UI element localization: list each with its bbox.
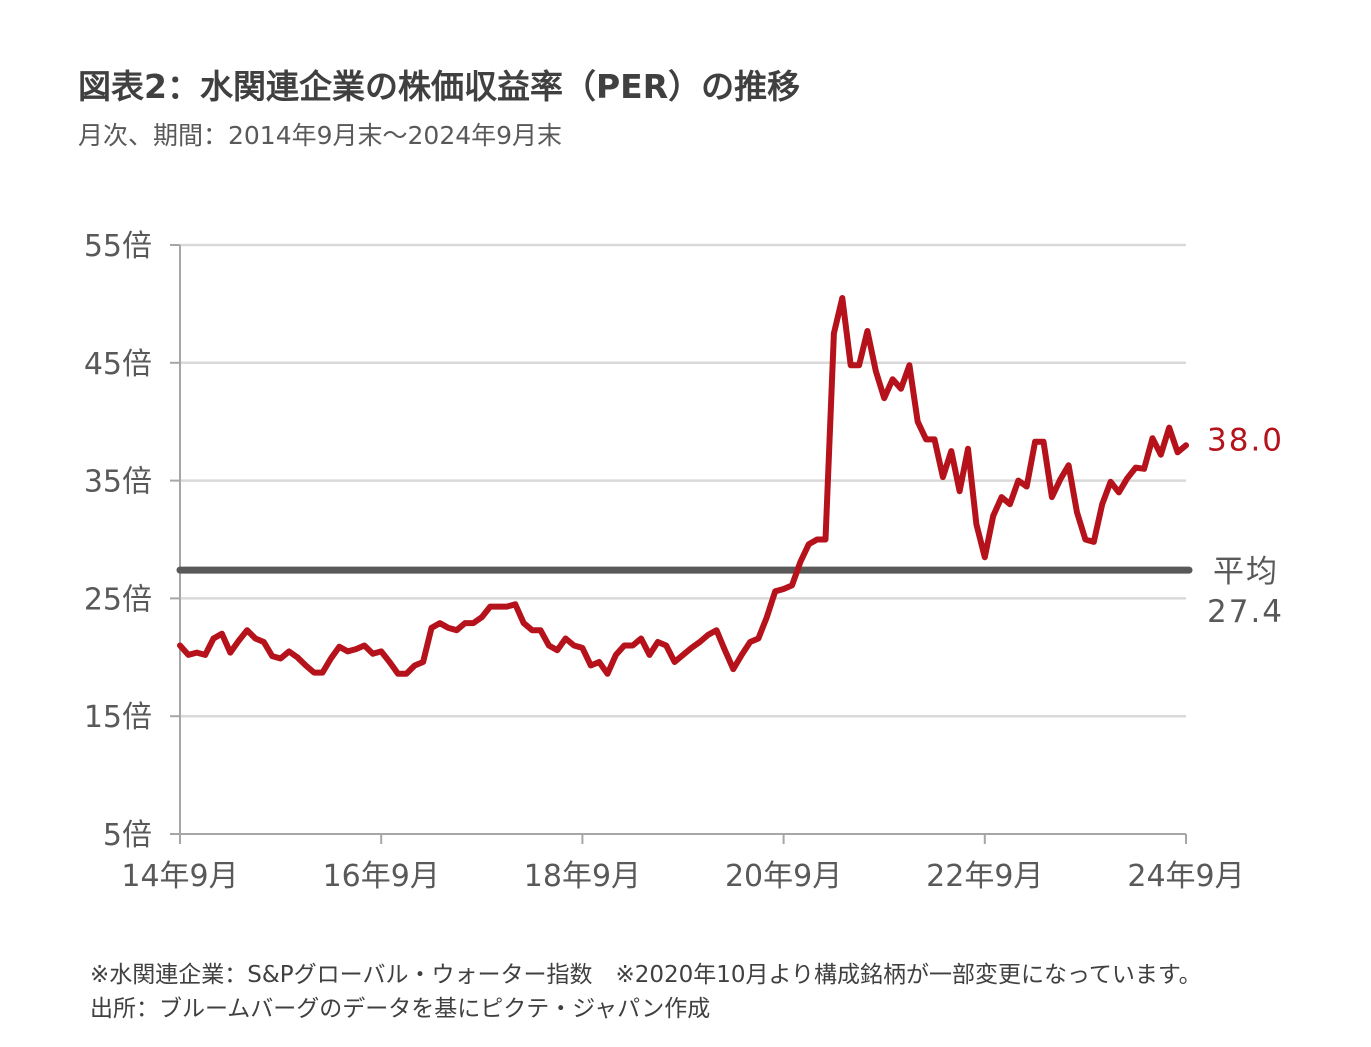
- axes: [170, 244, 1187, 844]
- footnotes: ※水関連企業：S&Pグローバル・ウォーター指数 ※2020年10月より構成銘柄が…: [90, 958, 1202, 1026]
- ytick-label-35: 35倍: [84, 465, 152, 500]
- xtick-label-1: 16年9月: [323, 859, 440, 894]
- ytick-label-15: 15倍: [84, 700, 152, 735]
- average-value-label: 27.4: [1207, 594, 1284, 630]
- ytick-label-55: 55倍: [84, 229, 152, 264]
- footnote-data-source: 出所：ブルームバーグのデータを基にピクテ・ジャパン作成: [90, 996, 711, 1022]
- per-line-chart: 5倍 15倍 25倍 35倍 45倍 55倍 14年9月 16年9月 18年9月 20年9月 22年…: [84, 229, 1284, 894]
- chart-title: 図表2：水関連企業の株価収益率（PER）の推移: [78, 67, 801, 106]
- xtick-label-4: 22年9月: [926, 859, 1043, 894]
- footnote-source-index: ※水関連企業：S&Pグローバル・ウォーター指数 ※2020年10月より構成銘柄が…: [90, 962, 1202, 988]
- chart-subtitle: 月次、期間：2014年9月末～2024年9月末: [78, 121, 563, 150]
- xtick-label-0: 14年9月: [121, 859, 238, 894]
- series-layer: [177, 295, 1189, 677]
- grid-lines: [180, 243, 1186, 718]
- labels-layer: 5倍 15倍 25倍 35倍 45倍 55倍 14年9月 16年9月 18年9月 20年9月 22年…: [84, 229, 1284, 894]
- average-label: 平均: [1213, 554, 1279, 590]
- ytick-label-25: 25倍: [84, 582, 152, 617]
- ytick-label-45: 45倍: [84, 347, 152, 382]
- xtick-label-2: 18年9月: [524, 859, 641, 894]
- ytick-label-5: 5倍: [103, 818, 152, 853]
- xtick-label-5: 24年9月: [1127, 859, 1244, 894]
- end-value-label: 38.0: [1207, 422, 1284, 458]
- series-line-0: [177, 295, 1189, 677]
- xtick-label-3: 20年9月: [725, 859, 842, 894]
